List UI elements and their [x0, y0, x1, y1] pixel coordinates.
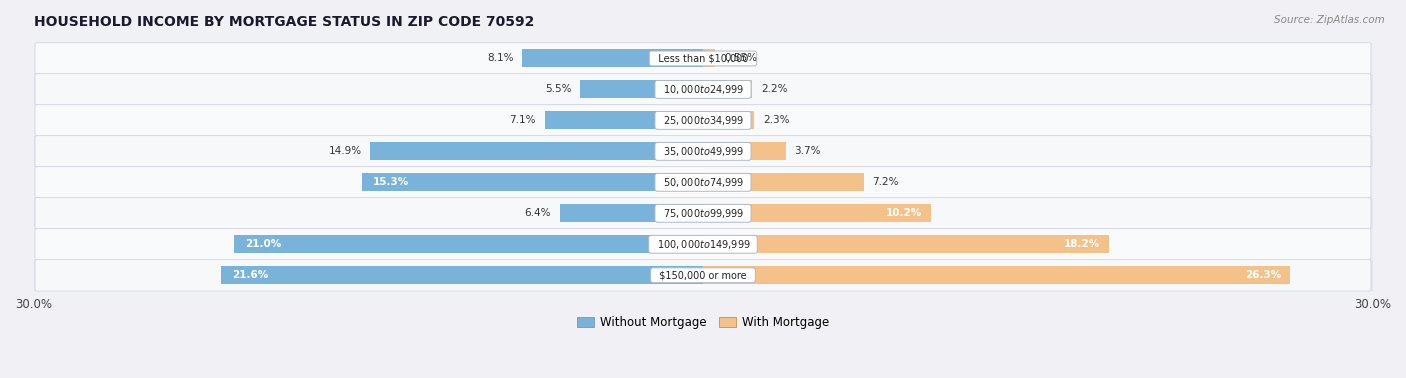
- Text: $100,000 to $149,999: $100,000 to $149,999: [651, 238, 755, 251]
- Bar: [34, 136, 1372, 167]
- Bar: [34, 260, 1372, 291]
- FancyBboxPatch shape: [35, 105, 1371, 136]
- Text: 10.2%: 10.2%: [886, 208, 922, 218]
- Bar: [371, 143, 703, 160]
- Bar: [34, 167, 1372, 198]
- FancyBboxPatch shape: [35, 74, 1371, 105]
- FancyBboxPatch shape: [35, 167, 1371, 198]
- Text: 3.7%: 3.7%: [794, 146, 821, 156]
- Bar: [703, 266, 1289, 284]
- Text: 7.1%: 7.1%: [509, 115, 536, 125]
- Bar: [703, 235, 1109, 253]
- Bar: [703, 112, 755, 129]
- Text: $10,000 to $24,999: $10,000 to $24,999: [658, 83, 748, 96]
- Legend: Without Mortgage, With Mortgage: Without Mortgage, With Mortgage: [572, 311, 834, 334]
- FancyBboxPatch shape: [35, 198, 1371, 229]
- Bar: [34, 43, 1372, 74]
- Bar: [703, 50, 716, 67]
- Text: 15.3%: 15.3%: [373, 177, 409, 187]
- Text: 21.0%: 21.0%: [246, 239, 281, 249]
- Text: 2.2%: 2.2%: [761, 84, 787, 94]
- Text: $150,000 or more: $150,000 or more: [652, 270, 754, 280]
- Bar: [581, 81, 703, 98]
- FancyBboxPatch shape: [35, 43, 1371, 74]
- Bar: [560, 204, 703, 222]
- FancyBboxPatch shape: [35, 228, 1371, 260]
- Text: 8.1%: 8.1%: [486, 53, 513, 64]
- Bar: [703, 204, 931, 222]
- Text: 18.2%: 18.2%: [1064, 239, 1101, 249]
- Bar: [703, 174, 863, 191]
- Text: $35,000 to $49,999: $35,000 to $49,999: [658, 145, 748, 158]
- Bar: [235, 235, 703, 253]
- Text: HOUSEHOLD INCOME BY MORTGAGE STATUS IN ZIP CODE 70592: HOUSEHOLD INCOME BY MORTGAGE STATUS IN Z…: [34, 15, 534, 29]
- Text: $75,000 to $99,999: $75,000 to $99,999: [658, 207, 748, 220]
- Text: 2.3%: 2.3%: [763, 115, 790, 125]
- Bar: [361, 174, 703, 191]
- Bar: [522, 50, 703, 67]
- FancyBboxPatch shape: [35, 259, 1371, 291]
- Text: 21.6%: 21.6%: [232, 270, 269, 280]
- Text: 7.2%: 7.2%: [873, 177, 898, 187]
- Bar: [221, 266, 703, 284]
- Bar: [703, 81, 752, 98]
- Text: 14.9%: 14.9%: [329, 146, 361, 156]
- Text: $25,000 to $34,999: $25,000 to $34,999: [658, 114, 748, 127]
- Text: Source: ZipAtlas.com: Source: ZipAtlas.com: [1274, 15, 1385, 25]
- Text: 5.5%: 5.5%: [546, 84, 571, 94]
- Bar: [34, 74, 1372, 105]
- Text: 6.4%: 6.4%: [524, 208, 551, 218]
- Text: 0.55%: 0.55%: [724, 53, 758, 64]
- Bar: [34, 105, 1372, 136]
- Bar: [703, 143, 786, 160]
- FancyBboxPatch shape: [35, 136, 1371, 167]
- Bar: [34, 198, 1372, 229]
- Bar: [34, 229, 1372, 260]
- Text: $50,000 to $74,999: $50,000 to $74,999: [658, 176, 748, 189]
- Bar: [544, 112, 703, 129]
- Text: 26.3%: 26.3%: [1244, 270, 1281, 280]
- Text: Less than $10,000: Less than $10,000: [652, 53, 754, 64]
